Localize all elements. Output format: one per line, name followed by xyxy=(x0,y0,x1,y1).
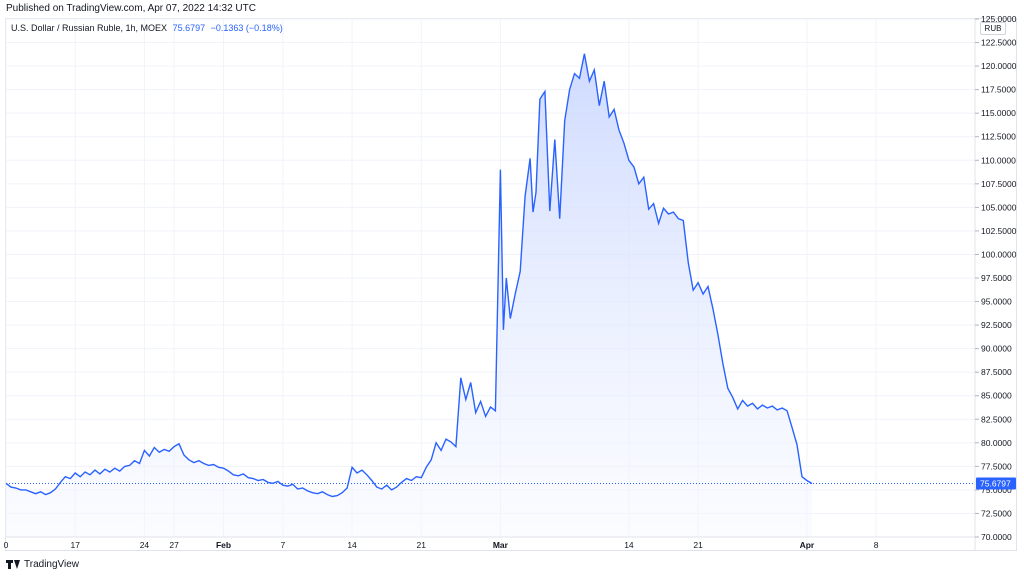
price-line xyxy=(5,53,813,498)
published-caption: Published on TradingView.com, Apr 07, 20… xyxy=(6,3,256,14)
price-tick-label: 105.0000 xyxy=(981,202,1017,212)
time-tick-label: 21 xyxy=(417,540,427,550)
price-tick-label: 120.0000 xyxy=(981,61,1017,71)
price-tick-label: 115.0000 xyxy=(981,108,1016,118)
price-tick-label: 90.0000 xyxy=(981,344,1012,354)
time-tick-label: 21 xyxy=(693,540,703,550)
time-tick-label: 24 xyxy=(140,540,150,550)
price-tick-label: 110.0000 xyxy=(981,155,1016,165)
price-tick-label: 117.5000 xyxy=(981,85,1016,95)
price-tick-label: 75.0000 xyxy=(981,485,1012,495)
last-price-label: 75.6797 xyxy=(976,477,1016,490)
price-tick-label: 112.5000 xyxy=(981,132,1016,142)
time-tick-label: 7 xyxy=(280,540,285,550)
symbol-legend: U.S. Dollar / Russian Ruble, 1h, MOEX 75… xyxy=(11,23,283,33)
price-area-fill xyxy=(6,53,812,538)
time-axis: 0 17 24 27 Feb 7 14 21 Mar 14 21 Apr 8 xyxy=(4,540,879,550)
time-tick-label: 8 xyxy=(874,540,879,550)
price-tick-label: 82.5000 xyxy=(981,414,1012,424)
symbol-name: U.S. Dollar / Russian Ruble, 1h, MOEX xyxy=(11,23,168,33)
time-tick-label: 14 xyxy=(624,540,634,550)
price-tick-label: 72.5000 xyxy=(981,508,1012,518)
footer-brand[interactable]: TradingView xyxy=(6,557,79,571)
price-tick-label: 80.0000 xyxy=(981,438,1012,448)
price-tick-label: 97.5000 xyxy=(981,273,1012,283)
time-tick-label: 0 xyxy=(4,540,9,550)
price-tick-label: 122.5000 xyxy=(981,38,1017,48)
price-tick-label: 92.5000 xyxy=(981,320,1012,330)
last-price-text: 75.6797 xyxy=(980,479,1011,489)
price-tick-label: 125.0000 xyxy=(981,14,1017,24)
tradingview-logo-icon xyxy=(6,559,20,569)
time-tick-label: Apr xyxy=(800,540,815,550)
time-tick-label: 27 xyxy=(169,540,179,550)
price-tick-label: 77.5000 xyxy=(981,461,1012,471)
price-tick-label: 87.5000 xyxy=(981,367,1012,377)
price-tick-label: 102.5000 xyxy=(981,226,1017,236)
change-value: −0.1363 (−0.18%) xyxy=(210,23,283,33)
price-tick-label: 95.0000 xyxy=(981,297,1012,307)
price-tick-label: 85.0000 xyxy=(981,391,1012,401)
time-tick-label: 14 xyxy=(347,540,357,550)
time-tick-label: Mar xyxy=(493,540,509,550)
last-value: 75.6797 xyxy=(172,23,206,33)
price-tick-label: 70.0000 xyxy=(981,532,1012,542)
brand-name: TradingView xyxy=(24,558,80,570)
time-tick-label: Feb xyxy=(216,540,231,550)
time-tick-label: 17 xyxy=(70,540,80,550)
price-tick-label: 100.0000 xyxy=(981,249,1017,259)
price-axis: 70.0000 72.5000 75.0000 77.5000 80.0000 82.50… xyxy=(975,14,1017,542)
last-price-badge xyxy=(976,477,1016,490)
price-tick-label: 107.5000 xyxy=(981,179,1017,189)
currency-button[interactable]: RUB xyxy=(980,22,1006,35)
